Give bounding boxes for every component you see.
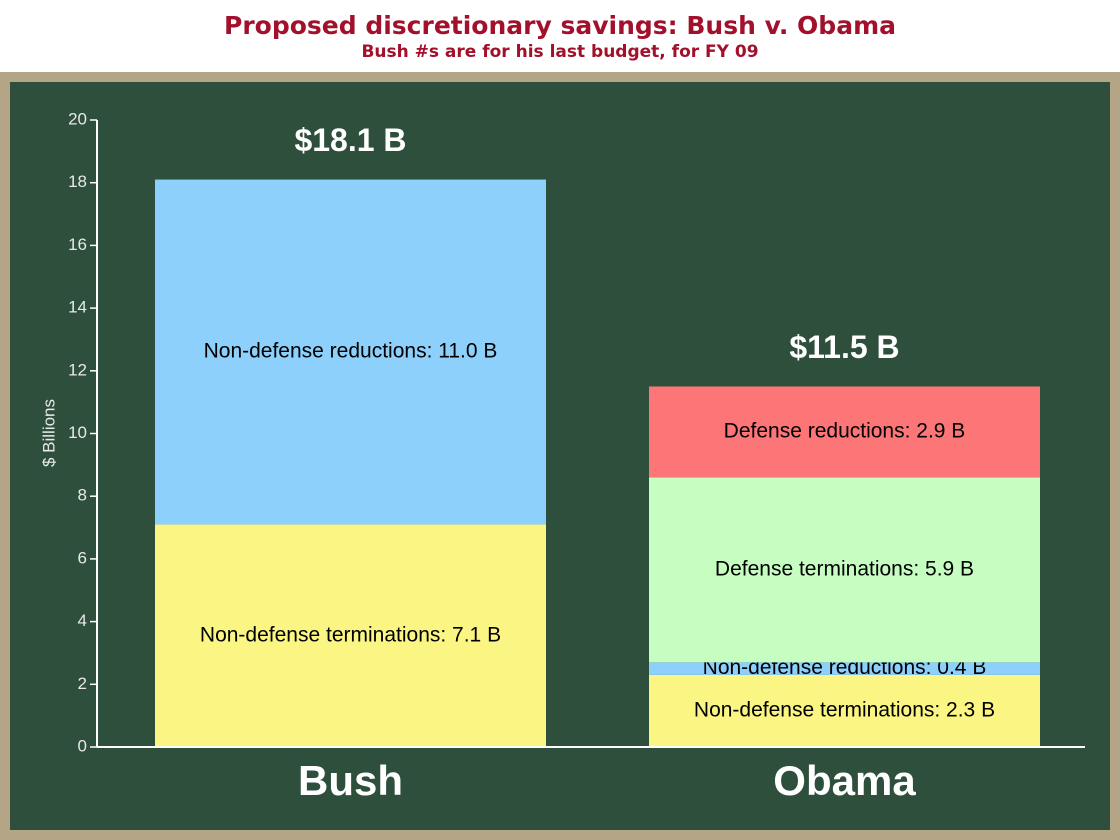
x-tick-label: Obama (773, 757, 916, 804)
y-tick-label: 16 (68, 235, 87, 254)
y-tick-label: 4 (78, 611, 87, 630)
bar-segment (155, 179, 546, 525)
y-tick-label: 0 (78, 736, 87, 755)
total-label: $18.1 B (294, 122, 406, 158)
y-tick-label: 14 (68, 298, 87, 317)
chart-subtitle: Bush #s are for his last budget, for FY … (361, 42, 758, 62)
y-tick-label: 20 (68, 109, 87, 128)
y-tick-label: 12 (68, 360, 87, 379)
segment-label: Non-defense reductions: 11.0 B (204, 340, 498, 363)
y-tick-label: 6 (78, 548, 87, 567)
y-axis-label: $ Billions (39, 399, 58, 467)
segment-label: Defense terminations: 5.9 B (715, 557, 974, 580)
bar-segment (155, 524, 546, 747)
bar-segment (649, 386, 1040, 478)
bar-segment (649, 662, 1040, 675)
y-tick-label: 2 (78, 674, 87, 693)
chart-title: Proposed discretionary savings: Bush v. … (224, 11, 896, 40)
y-tick-label: 8 (78, 486, 87, 505)
y-tick-label: 10 (68, 423, 87, 442)
y-tick-label: 18 (68, 172, 87, 191)
segment-label: Non-defense terminations: 2.3 B (694, 698, 995, 721)
bar-segment (649, 674, 1040, 747)
segment-label: Defense reductions: 2.9 B (724, 419, 966, 442)
x-tick-label: Bush (298, 757, 403, 804)
segment-label: Non-defense terminations: 7.1 B (200, 623, 501, 646)
total-label: $11.5 B (789, 329, 899, 365)
bar-segment (649, 477, 1040, 663)
